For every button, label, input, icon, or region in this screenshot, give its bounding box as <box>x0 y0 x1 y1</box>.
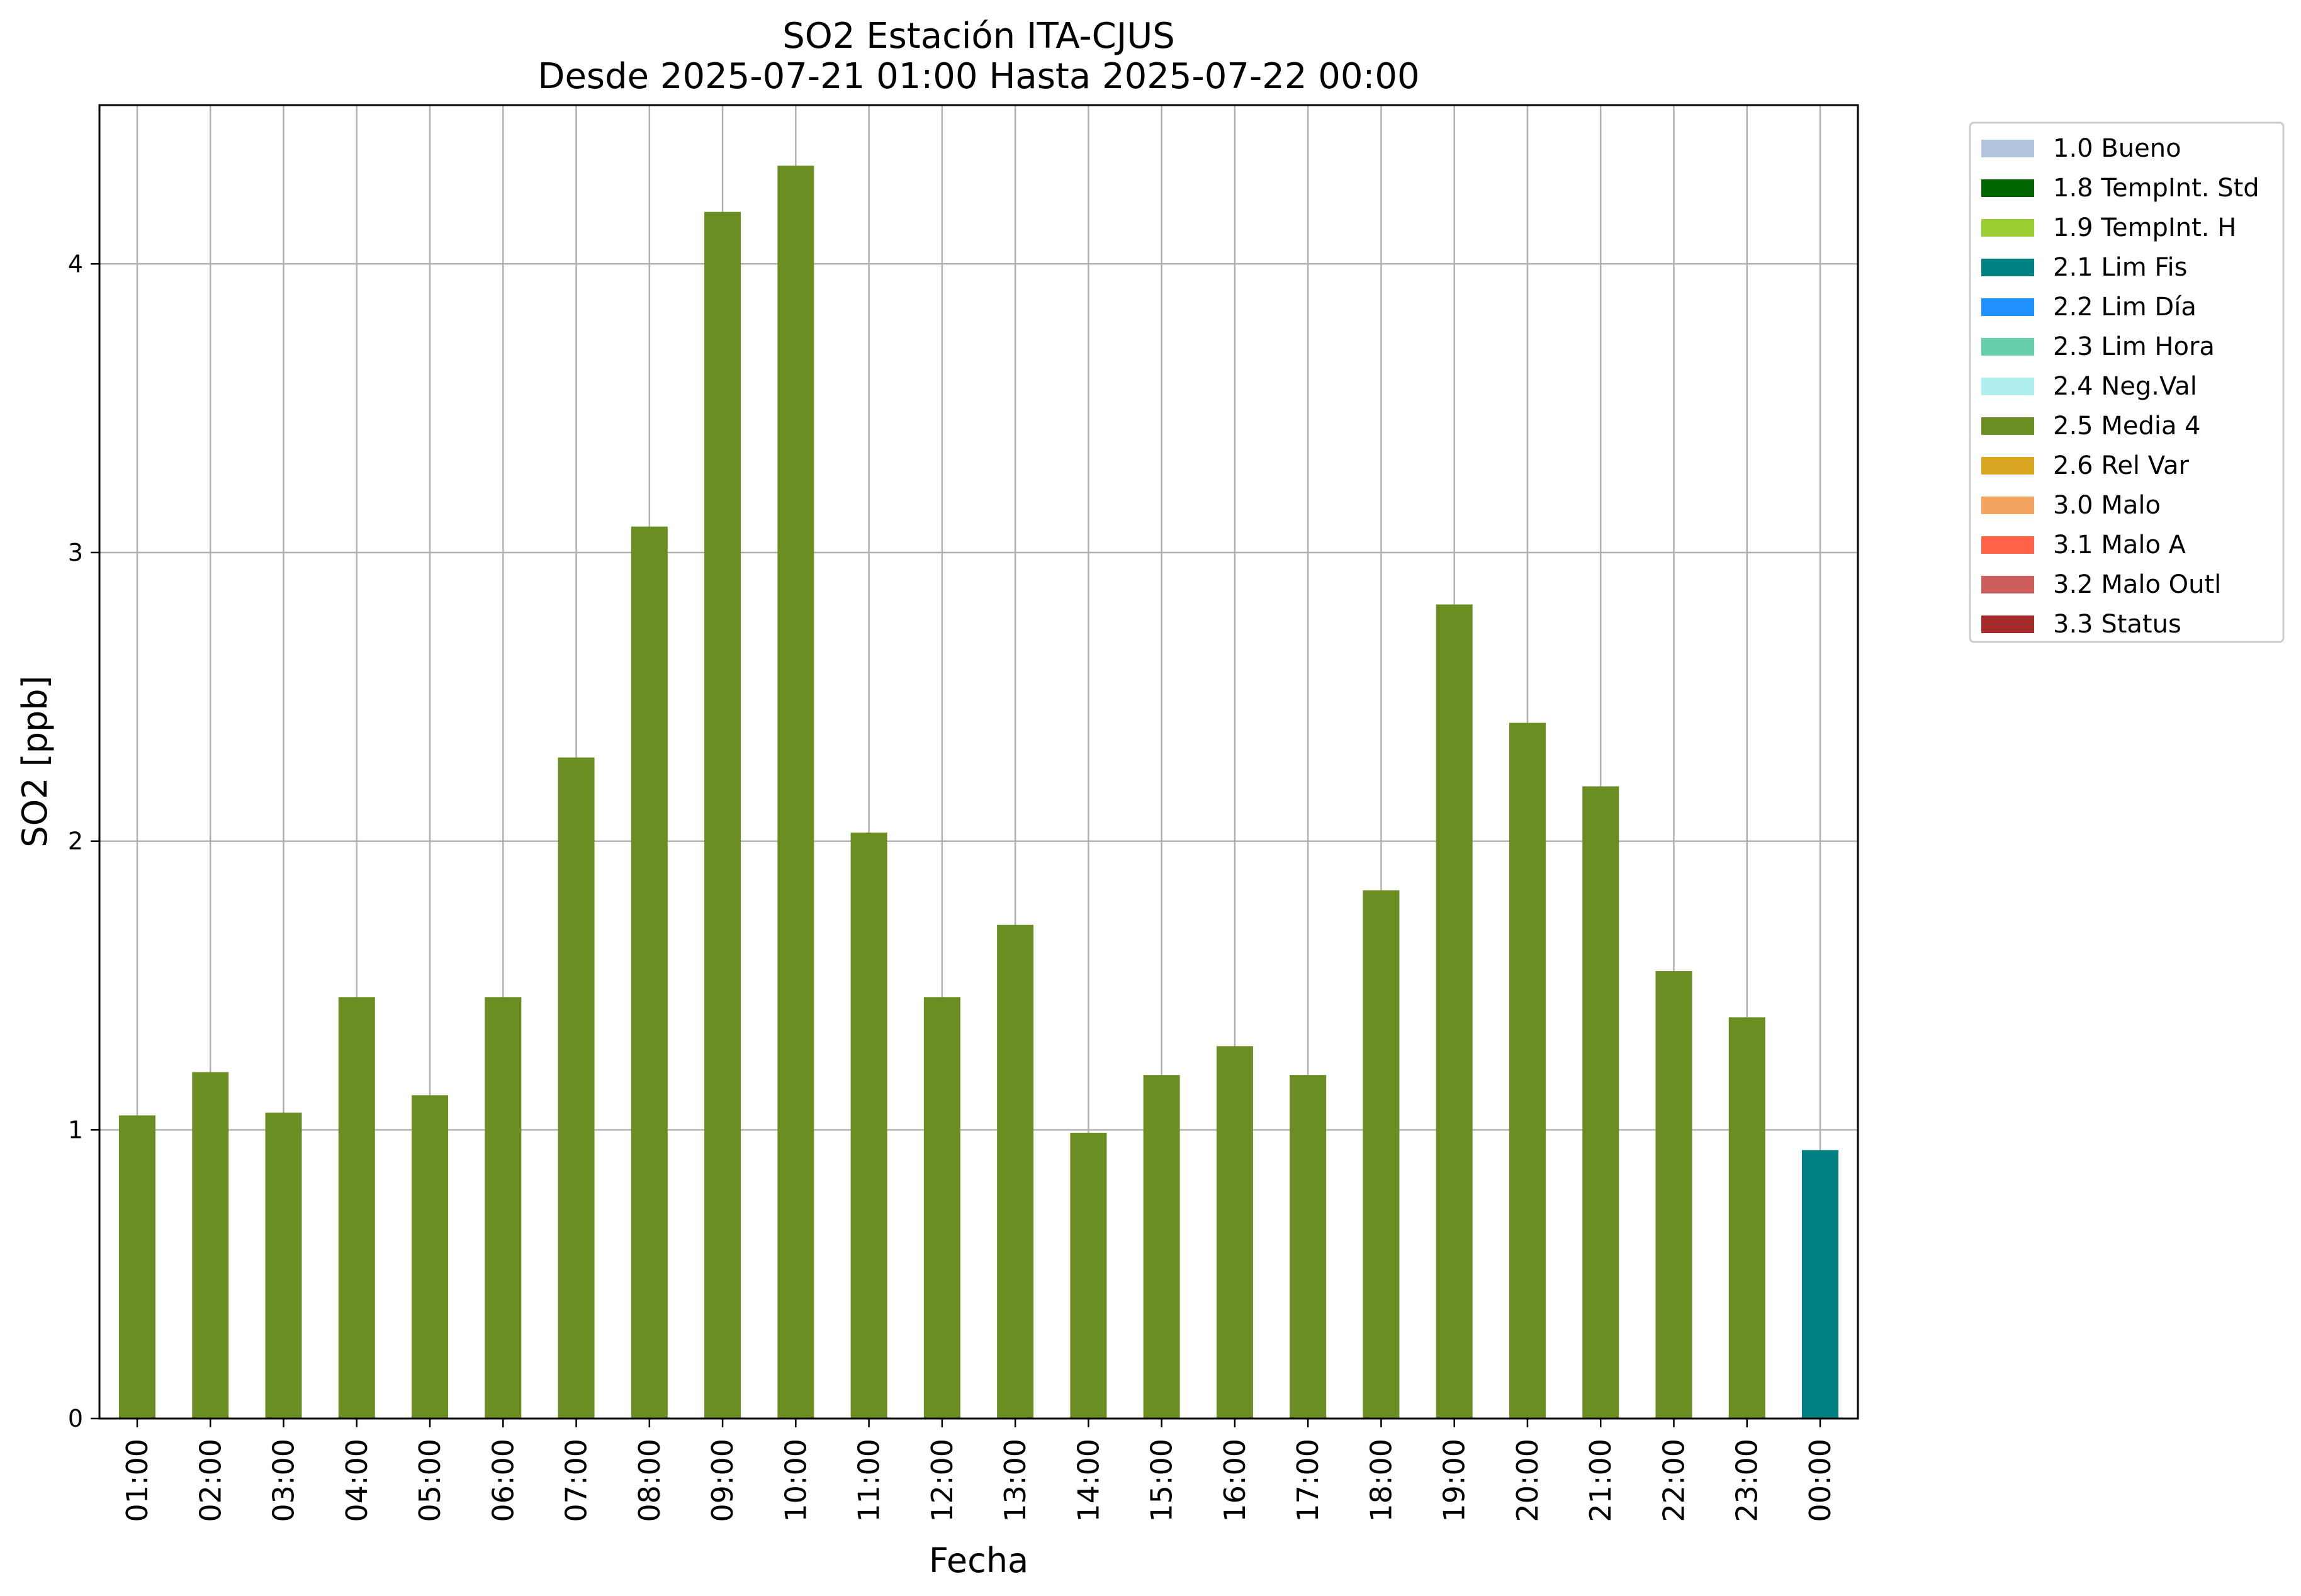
x-tick-label: 03:00 <box>267 1439 301 1522</box>
x-tick-label: 11:00 <box>852 1439 886 1522</box>
x-tick-label: 22:00 <box>1657 1439 1691 1522</box>
legend-swatch <box>1981 259 2034 276</box>
x-tick-label: 13:00 <box>998 1439 1032 1522</box>
bar-2300 <box>1728 1017 1765 1419</box>
x-axis-label: Fecha <box>929 1541 1028 1580</box>
legend: 1.0 Bueno 1.8 TempInt. Std 1.9 TempInt. H 2… <box>1969 121 2285 643</box>
plot-frame <box>98 104 1859 1420</box>
x-tick-label: 21:00 <box>1584 1439 1617 1522</box>
x-tick-label: 15:00 <box>1145 1439 1179 1522</box>
bar-1900 <box>1436 604 1473 1419</box>
bar-1600 <box>1216 1046 1253 1419</box>
legend-box <box>1969 121 2285 643</box>
x-tick-label: 09:00 <box>706 1439 740 1522</box>
legend-label: 2.3 Lim Hora <box>2053 332 2215 361</box>
x-tick-label: 20:00 <box>1511 1439 1544 1522</box>
bar-0500 <box>412 1095 449 1419</box>
bar-2200 <box>1655 971 1692 1419</box>
x-tick-label: 07:00 <box>560 1439 594 1522</box>
legend-swatch <box>1981 140 2034 157</box>
x-tick-label: 10:00 <box>779 1439 813 1522</box>
legend-swatch <box>1981 615 2034 633</box>
bar-0700 <box>558 757 595 1419</box>
x-tick-label: 06:00 <box>486 1439 520 1522</box>
legend-swatch <box>1981 179 2034 197</box>
y-tick-label: 0 <box>68 1405 83 1432</box>
y-tick-label: 3 <box>68 539 83 566</box>
bar-2000 <box>1509 722 1546 1419</box>
x-tick-label: 14:00 <box>1071 1439 1105 1522</box>
legend-entries: 1.0 Bueno 1.8 TempInt. Std 1.9 TempInt. H 2… <box>1981 134 2259 639</box>
x-tick-label: 17:00 <box>1291 1439 1325 1522</box>
legend-swatch <box>1981 417 2034 435</box>
legend-label: 3.0 Malo <box>2053 491 2161 520</box>
x-tick-label: 16:00 <box>1218 1439 1252 1522</box>
bars <box>119 166 1838 1419</box>
bar-2100 <box>1582 786 1619 1419</box>
bar-0100 <box>119 1115 155 1419</box>
legend-label: 2.6 Rel Var <box>2053 451 2190 480</box>
chart-subtitle: Desde 2025-07-21 01:00 Hasta 2025-07-22 … <box>537 56 1419 97</box>
x-tick-label: 04:00 <box>340 1439 374 1522</box>
x-tick-label: 01:00 <box>120 1439 154 1522</box>
bar-1800 <box>1363 890 1400 1419</box>
y-axis-label: SO2 [ppb] <box>15 675 55 847</box>
y-tick-label: 4 <box>68 250 83 278</box>
legend-label: 1.0 Bueno <box>2053 134 2181 163</box>
legend-label: 1.9 TempInt. H <box>2053 213 2236 242</box>
legend-swatch <box>1981 497 2034 514</box>
bar-1100 <box>850 832 887 1419</box>
x-tick-label: 00:00 <box>1803 1439 1837 1522</box>
bar-1000 <box>777 166 814 1419</box>
y-axis-ticks: 0 1 2 3 4 <box>68 250 99 1432</box>
x-tick-label: 18:00 <box>1364 1439 1398 1522</box>
bar-1700 <box>1290 1075 1327 1419</box>
legend-label: 2.1 Lim Fis <box>2053 253 2187 282</box>
legend-label: 1.8 TempInt. Std <box>2053 174 2259 203</box>
x-tick-label: 02:00 <box>193 1439 227 1522</box>
bar-0600 <box>485 997 522 1419</box>
legend-label: 2.5 Media 4 <box>2053 412 2201 441</box>
bar-1500 <box>1143 1075 1180 1419</box>
legend-swatch <box>1981 457 2034 475</box>
legend-swatch <box>1981 378 2034 395</box>
legend-swatch <box>1981 219 2034 237</box>
bar-0800 <box>631 526 668 1419</box>
bar-0300 <box>265 1112 302 1419</box>
bar-1300 <box>997 924 1034 1419</box>
bar-0200 <box>192 1072 229 1419</box>
legend-label: 2.4 Neg.Val <box>2053 372 2197 401</box>
bar-1400 <box>1070 1132 1107 1419</box>
x-tick-label: 12:00 <box>925 1439 959 1522</box>
x-tick-label: 23:00 <box>1730 1439 1764 1522</box>
bar-1200 <box>923 997 960 1419</box>
bar-0900 <box>704 211 741 1419</box>
legend-label: 3.1 Malo A <box>2053 531 2186 559</box>
x-tick-label: 08:00 <box>633 1439 667 1522</box>
y-tick-label: 1 <box>68 1116 83 1144</box>
legend-swatch <box>1981 298 2034 316</box>
legend-swatch <box>1981 338 2034 356</box>
bar-0400 <box>338 997 375 1419</box>
x-tick-label: 05:00 <box>413 1439 447 1522</box>
legend-label: 3.2 Malo Outl <box>2053 570 2221 599</box>
legend-swatch <box>1981 536 2034 554</box>
legend-swatch <box>1981 576 2034 593</box>
chart-title: SO2 Estación ITA-CJUS <box>782 16 1175 57</box>
x-axis-ticks: 01:00 02:00 03:00 04:00 05:00 06:00 07:00 08:00… <box>120 1419 1837 1522</box>
legend-label: 2.2 Lim Día <box>2053 293 2197 322</box>
bar-0000 <box>1802 1150 1838 1419</box>
y-tick-label: 2 <box>68 828 83 855</box>
x-tick-label: 19:00 <box>1437 1439 1471 1522</box>
legend-label: 3.3 Status <box>2053 610 2181 639</box>
